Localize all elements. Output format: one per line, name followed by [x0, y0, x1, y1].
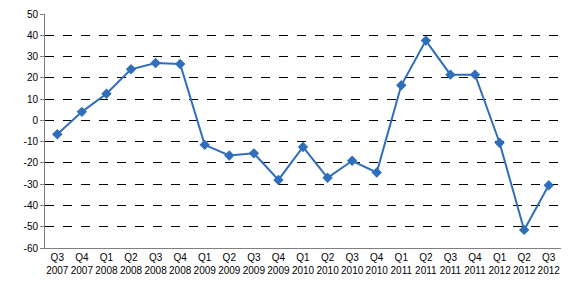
- svg-text:-30: -30: [24, 179, 39, 190]
- svg-text:Q42007: Q42007: [71, 252, 94, 276]
- svg-text:50: 50: [27, 9, 39, 20]
- svg-text:Q12008: Q12008: [95, 252, 118, 276]
- svg-text:Q32009: Q32009: [243, 252, 266, 276]
- svg-text:Q42010: Q42010: [366, 252, 389, 276]
- svg-text:-20: -20: [24, 157, 39, 168]
- svg-text:Q12009: Q12009: [194, 252, 217, 276]
- svg-text:-10: -10: [24, 136, 39, 147]
- svg-text:-60: -60: [24, 243, 39, 254]
- svg-text:0: 0: [32, 115, 38, 126]
- svg-text:Q32012: Q32012: [538, 252, 561, 276]
- svg-text:Q32010: Q32010: [341, 252, 364, 276]
- svg-text:Q32011: Q32011: [440, 252, 462, 276]
- svg-text:Q42011: Q42011: [464, 252, 486, 276]
- svg-text:20: 20: [27, 72, 39, 83]
- svg-text:Q22010: Q22010: [316, 252, 339, 276]
- svg-text:Q22008: Q22008: [120, 252, 143, 276]
- svg-text:Q32007: Q32007: [46, 252, 69, 276]
- svg-text:Q12010: Q12010: [292, 252, 315, 276]
- svg-text:Q32008: Q32008: [144, 252, 167, 276]
- svg-text:30: 30: [27, 51, 39, 62]
- svg-text:Q22009: Q22009: [218, 252, 241, 276]
- svg-text:Q42009: Q42009: [267, 252, 290, 276]
- svg-text:Q42008: Q42008: [169, 252, 192, 276]
- svg-text:40: 40: [27, 30, 39, 41]
- svg-text:Q12011: Q12011: [391, 252, 413, 276]
- svg-text:10: 10: [27, 94, 39, 105]
- svg-text:Q22012: Q22012: [513, 252, 536, 276]
- svg-text:Q12012: Q12012: [488, 252, 511, 276]
- svg-text:Q22011: Q22011: [415, 252, 437, 276]
- svg-text:-50: -50: [24, 221, 39, 232]
- svg-text:-40: -40: [24, 200, 39, 211]
